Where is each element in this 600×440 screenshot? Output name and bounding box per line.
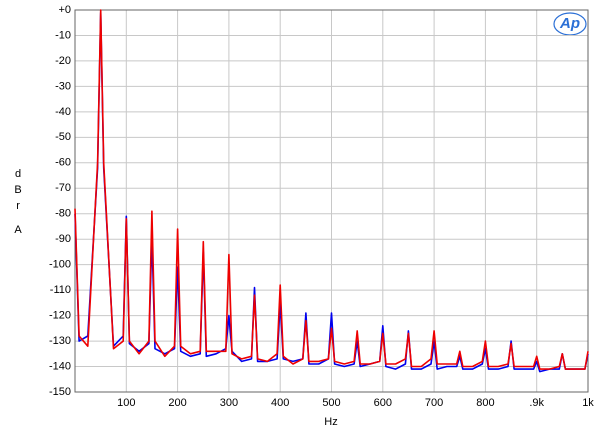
- x-tick-label: 200: [168, 397, 186, 409]
- x-tick-label: 500: [322, 397, 340, 409]
- y-tick-label: -150: [49, 386, 71, 398]
- series-line: [74, 9, 589, 370]
- y-tick-label: -100: [49, 259, 71, 271]
- y-tick-label: -70: [55, 182, 71, 194]
- y-axis-label: dBr: [12, 168, 24, 216]
- plot-frame: [74, 9, 589, 393]
- y-tick-label: -120: [49, 310, 71, 322]
- y-tick-label: -60: [55, 157, 71, 169]
- x-tick-label: 600: [374, 397, 392, 409]
- x-tick-label: 300: [220, 397, 238, 409]
- y-tick-label: -110: [50, 284, 71, 296]
- y-tick-label: -10: [55, 29, 71, 41]
- logo: Ap: [559, 15, 580, 32]
- y-tick-label: -130: [49, 335, 71, 347]
- x-tick-label: 400: [271, 397, 289, 409]
- y-tick-label: -80: [55, 208, 71, 220]
- y-tick-label: -40: [55, 106, 71, 118]
- y-tick-label: +0: [58, 4, 71, 16]
- x-tick-label: .9k: [529, 397, 544, 409]
- series-line: [74, 11, 589, 373]
- y-tick-label: -30: [55, 80, 71, 92]
- x-tick-label: 800: [476, 397, 494, 409]
- y-tick-label: -20: [55, 55, 71, 67]
- x-tick-label: 1k: [582, 397, 594, 409]
- y-tick-label: -50: [55, 131, 71, 143]
- y-tick-label: -140: [49, 360, 71, 372]
- y-tick-label: -90: [55, 233, 71, 245]
- y-axis-label-2: A: [12, 224, 24, 240]
- x-tick-label: 100: [117, 397, 135, 409]
- x-axis-label: Hz: [324, 416, 337, 428]
- x-tick-label: 700: [425, 397, 443, 409]
